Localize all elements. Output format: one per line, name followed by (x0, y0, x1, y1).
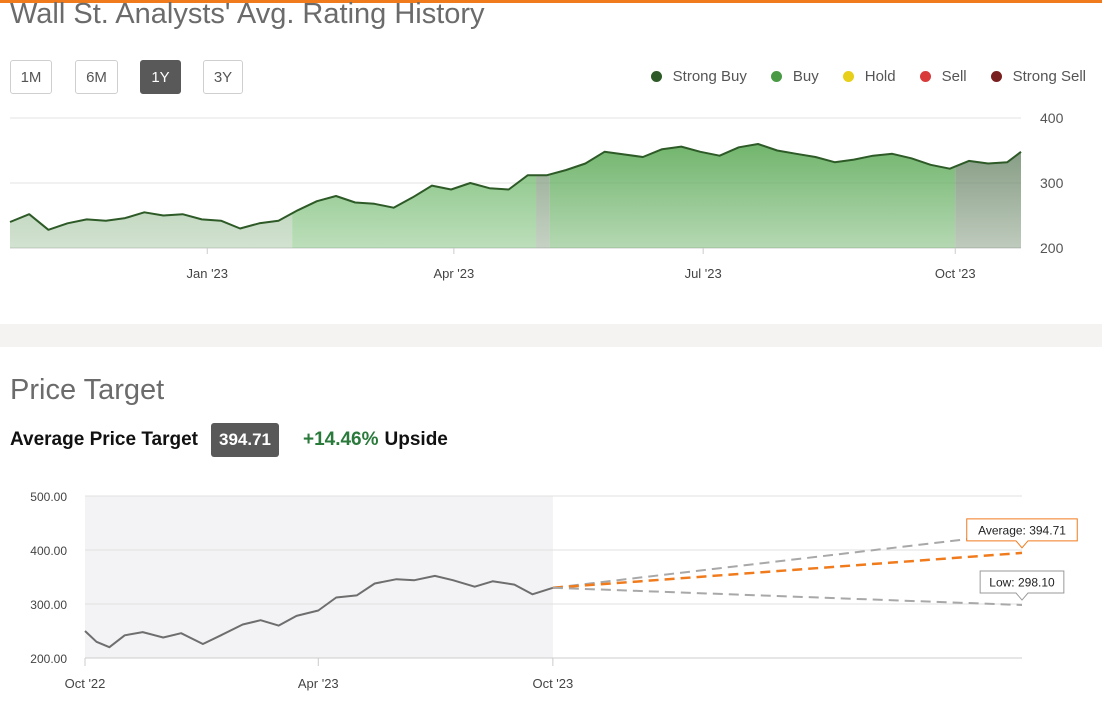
average-price-target-badge: 394.71 (210, 423, 279, 457)
pt-y-tick-label: 200.00 (30, 652, 67, 666)
pt-average-tooltip: Average: 394.71 (966, 518, 1078, 549)
range-button-3y[interactable]: 3Y (203, 60, 243, 94)
pt-forecast-high (552, 531, 1023, 589)
rating-band (10, 144, 293, 248)
range-button-6m[interactable]: 6M (75, 60, 118, 94)
pt-grid (85, 495, 1022, 659)
rating-legend: Strong Buy Buy Hold Sell Strong Sell (627, 68, 1086, 85)
legend-dot-icon (650, 71, 662, 82)
legend-dot-icon (770, 71, 782, 82)
rating-y-tick-label: 300 (1040, 175, 1064, 191)
rating-history-chart[interactable]: 400 300 200 Jan '23 Apr '23 Jul '23 Oct '23 (0, 100, 1102, 290)
section-divider (0, 324, 1102, 347)
legend-item-buy[interactable]: Buy (770, 68, 819, 85)
legend-item-hold[interactable]: Hold (842, 68, 896, 85)
rating-history-title: Wall St. Analysts' Avg. Rating History (10, 0, 485, 30)
legend-label: Sell (941, 68, 967, 85)
legend-item-sell[interactable]: Sell (919, 68, 967, 85)
upside-label: Upside (384, 429, 448, 450)
legend-item-strong-buy[interactable]: Strong Buy (650, 68, 747, 85)
rating-price-line (9, 143, 1022, 231)
rating-axis: 400 300 200 Jan '23 Apr '23 Jul '23 Oct '23 (187, 110, 1064, 281)
legend-dot-icon (919, 71, 931, 82)
pt-axis: 500.00 400.00 300.00 200.00 Oct '22 Apr '23 Oc… (30, 490, 573, 691)
rating-price-path (9, 143, 1022, 231)
pt-tooltip-text: Average: 394.71 (978, 523, 1066, 537)
pt-forecast-low (552, 586, 1023, 606)
legend-label: Hold (864, 68, 896, 85)
legend-label: Strong Buy (672, 68, 747, 85)
pt-forecast-average (552, 551, 1023, 590)
rating-y-tick-label: 200 (1040, 240, 1064, 256)
pt-x-tick-label: Apr '23 (298, 676, 339, 691)
pt-tooltip-text: Low: 298.10 (989, 576, 1055, 590)
rating-x-tick-label: Apr '23 (433, 266, 474, 281)
pt-history-region (85, 496, 553, 658)
range-button-1y[interactable]: 1Y (140, 60, 181, 94)
rating-x-tick-label: Oct '23 (935, 266, 976, 281)
average-price-target-row: Average Price Target 394.71 +14.46% Upsi… (10, 422, 448, 458)
pt-history-shade (85, 496, 553, 658)
legend-dot-icon (990, 71, 1002, 82)
pt-y-tick-label: 400.00 (30, 544, 67, 558)
legend-item-strong-sell[interactable]: Strong Sell (990, 68, 1086, 85)
rating-band (549, 144, 956, 248)
rating-y-tick-label: 400 (1040, 110, 1064, 126)
rating-x-tick-label: Jul '23 (685, 266, 722, 281)
pt-x-tick-label: Oct '22 (65, 676, 106, 691)
top-accent-bar (0, 0, 1102, 3)
rating-x-tick-label: Jan '23 (187, 266, 229, 281)
pt-history-line (84, 574, 554, 649)
price-target-title: Price Target (10, 374, 165, 406)
pt-tooltips: Average: 394.71 Low: 298.10 (966, 518, 1078, 601)
pt-low-tooltip: Low: 298.10 (979, 570, 1065, 601)
pt-tooltip-box (979, 570, 1065, 601)
rating-band (536, 144, 550, 248)
legend-label: Strong Sell (1012, 68, 1086, 85)
pt-y-tick-label: 300.00 (30, 598, 67, 612)
legend-dot-icon (842, 71, 854, 82)
average-price-target-label: Average Price Target (10, 429, 198, 450)
pt-tooltip-box (966, 518, 1078, 549)
pt-lines (84, 531, 1023, 649)
rating-bands (10, 144, 1021, 248)
price-target-chart[interactable]: 500.00 400.00 300.00 200.00 Oct '22 Apr '23 Oc… (0, 480, 1102, 710)
legend-label: Buy (792, 68, 819, 85)
upside-percent: +14.46% (302, 429, 379, 450)
rating-band (292, 144, 537, 248)
pt-y-tick-label: 500.00 (30, 490, 67, 504)
pt-x-tick-label: Oct '23 (532, 676, 573, 691)
rating-band (955, 144, 1021, 248)
range-button-1m[interactable]: 1M (10, 60, 52, 94)
